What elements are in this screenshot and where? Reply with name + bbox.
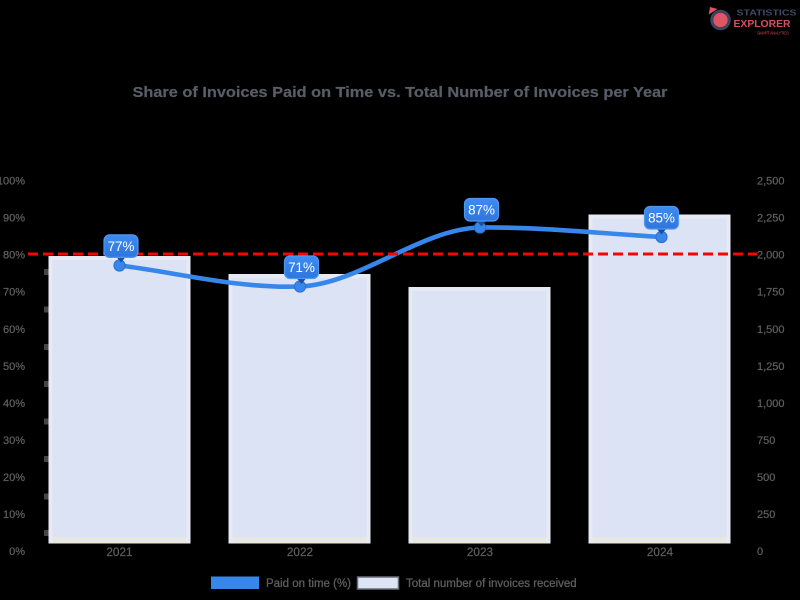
svg-text:500: 500 — [757, 472, 775, 484]
svg-text:SMART ANALYTICS: SMART ANALYTICS — [757, 31, 789, 36]
svg-text:70%: 70% — [3, 287, 25, 299]
svg-text:0%: 0% — [9, 546, 25, 558]
svg-text:30%: 30% — [3, 435, 25, 447]
svg-text:2,500: 2,500 — [757, 176, 785, 188]
svg-text:2,000: 2,000 — [757, 250, 785, 262]
svg-text:87%: 87% — [468, 202, 495, 217]
svg-text:EXPLORER: EXPLORER — [734, 19, 792, 30]
svg-text:0: 0 — [757, 546, 763, 558]
svg-text:90%: 90% — [3, 213, 25, 225]
svg-text:Paid on time (%): Paid on time (%) — [266, 578, 351, 590]
svg-text:50%: 50% — [3, 361, 25, 373]
svg-text:40%: 40% — [3, 398, 25, 410]
svg-text:80%: 80% — [3, 250, 25, 262]
svg-text:Share of Invoices Paid on Time: Share of Invoices Paid on Time vs. Total… — [133, 84, 668, 101]
svg-text:1,750: 1,750 — [757, 287, 785, 299]
svg-text:2024: 2024 — [647, 545, 674, 559]
svg-text:2,250: 2,250 — [757, 213, 785, 225]
svg-text:77%: 77% — [108, 239, 135, 254]
svg-text:Total number of invoices recei: Total number of invoices received — [406, 578, 577, 590]
svg-text:2023: 2023 — [467, 545, 494, 559]
svg-text:20%: 20% — [3, 472, 25, 484]
svg-text:10%: 10% — [3, 509, 25, 521]
svg-text:71%: 71% — [288, 260, 315, 275]
svg-text:85%: 85% — [648, 210, 675, 225]
svg-text:60%: 60% — [3, 324, 25, 336]
svg-text:250: 250 — [757, 509, 775, 521]
svg-text:750: 750 — [757, 435, 775, 447]
svg-text:1,000: 1,000 — [757, 398, 785, 410]
svg-text:2021: 2021 — [106, 545, 132, 559]
svg-text:1,500: 1,500 — [757, 324, 785, 336]
svg-text:1,250: 1,250 — [757, 361, 785, 373]
svg-text:STATISTICS: STATISTICS — [737, 9, 798, 18]
svg-text:2022: 2022 — [287, 545, 313, 559]
svg-text:100%: 100% — [0, 176, 25, 188]
